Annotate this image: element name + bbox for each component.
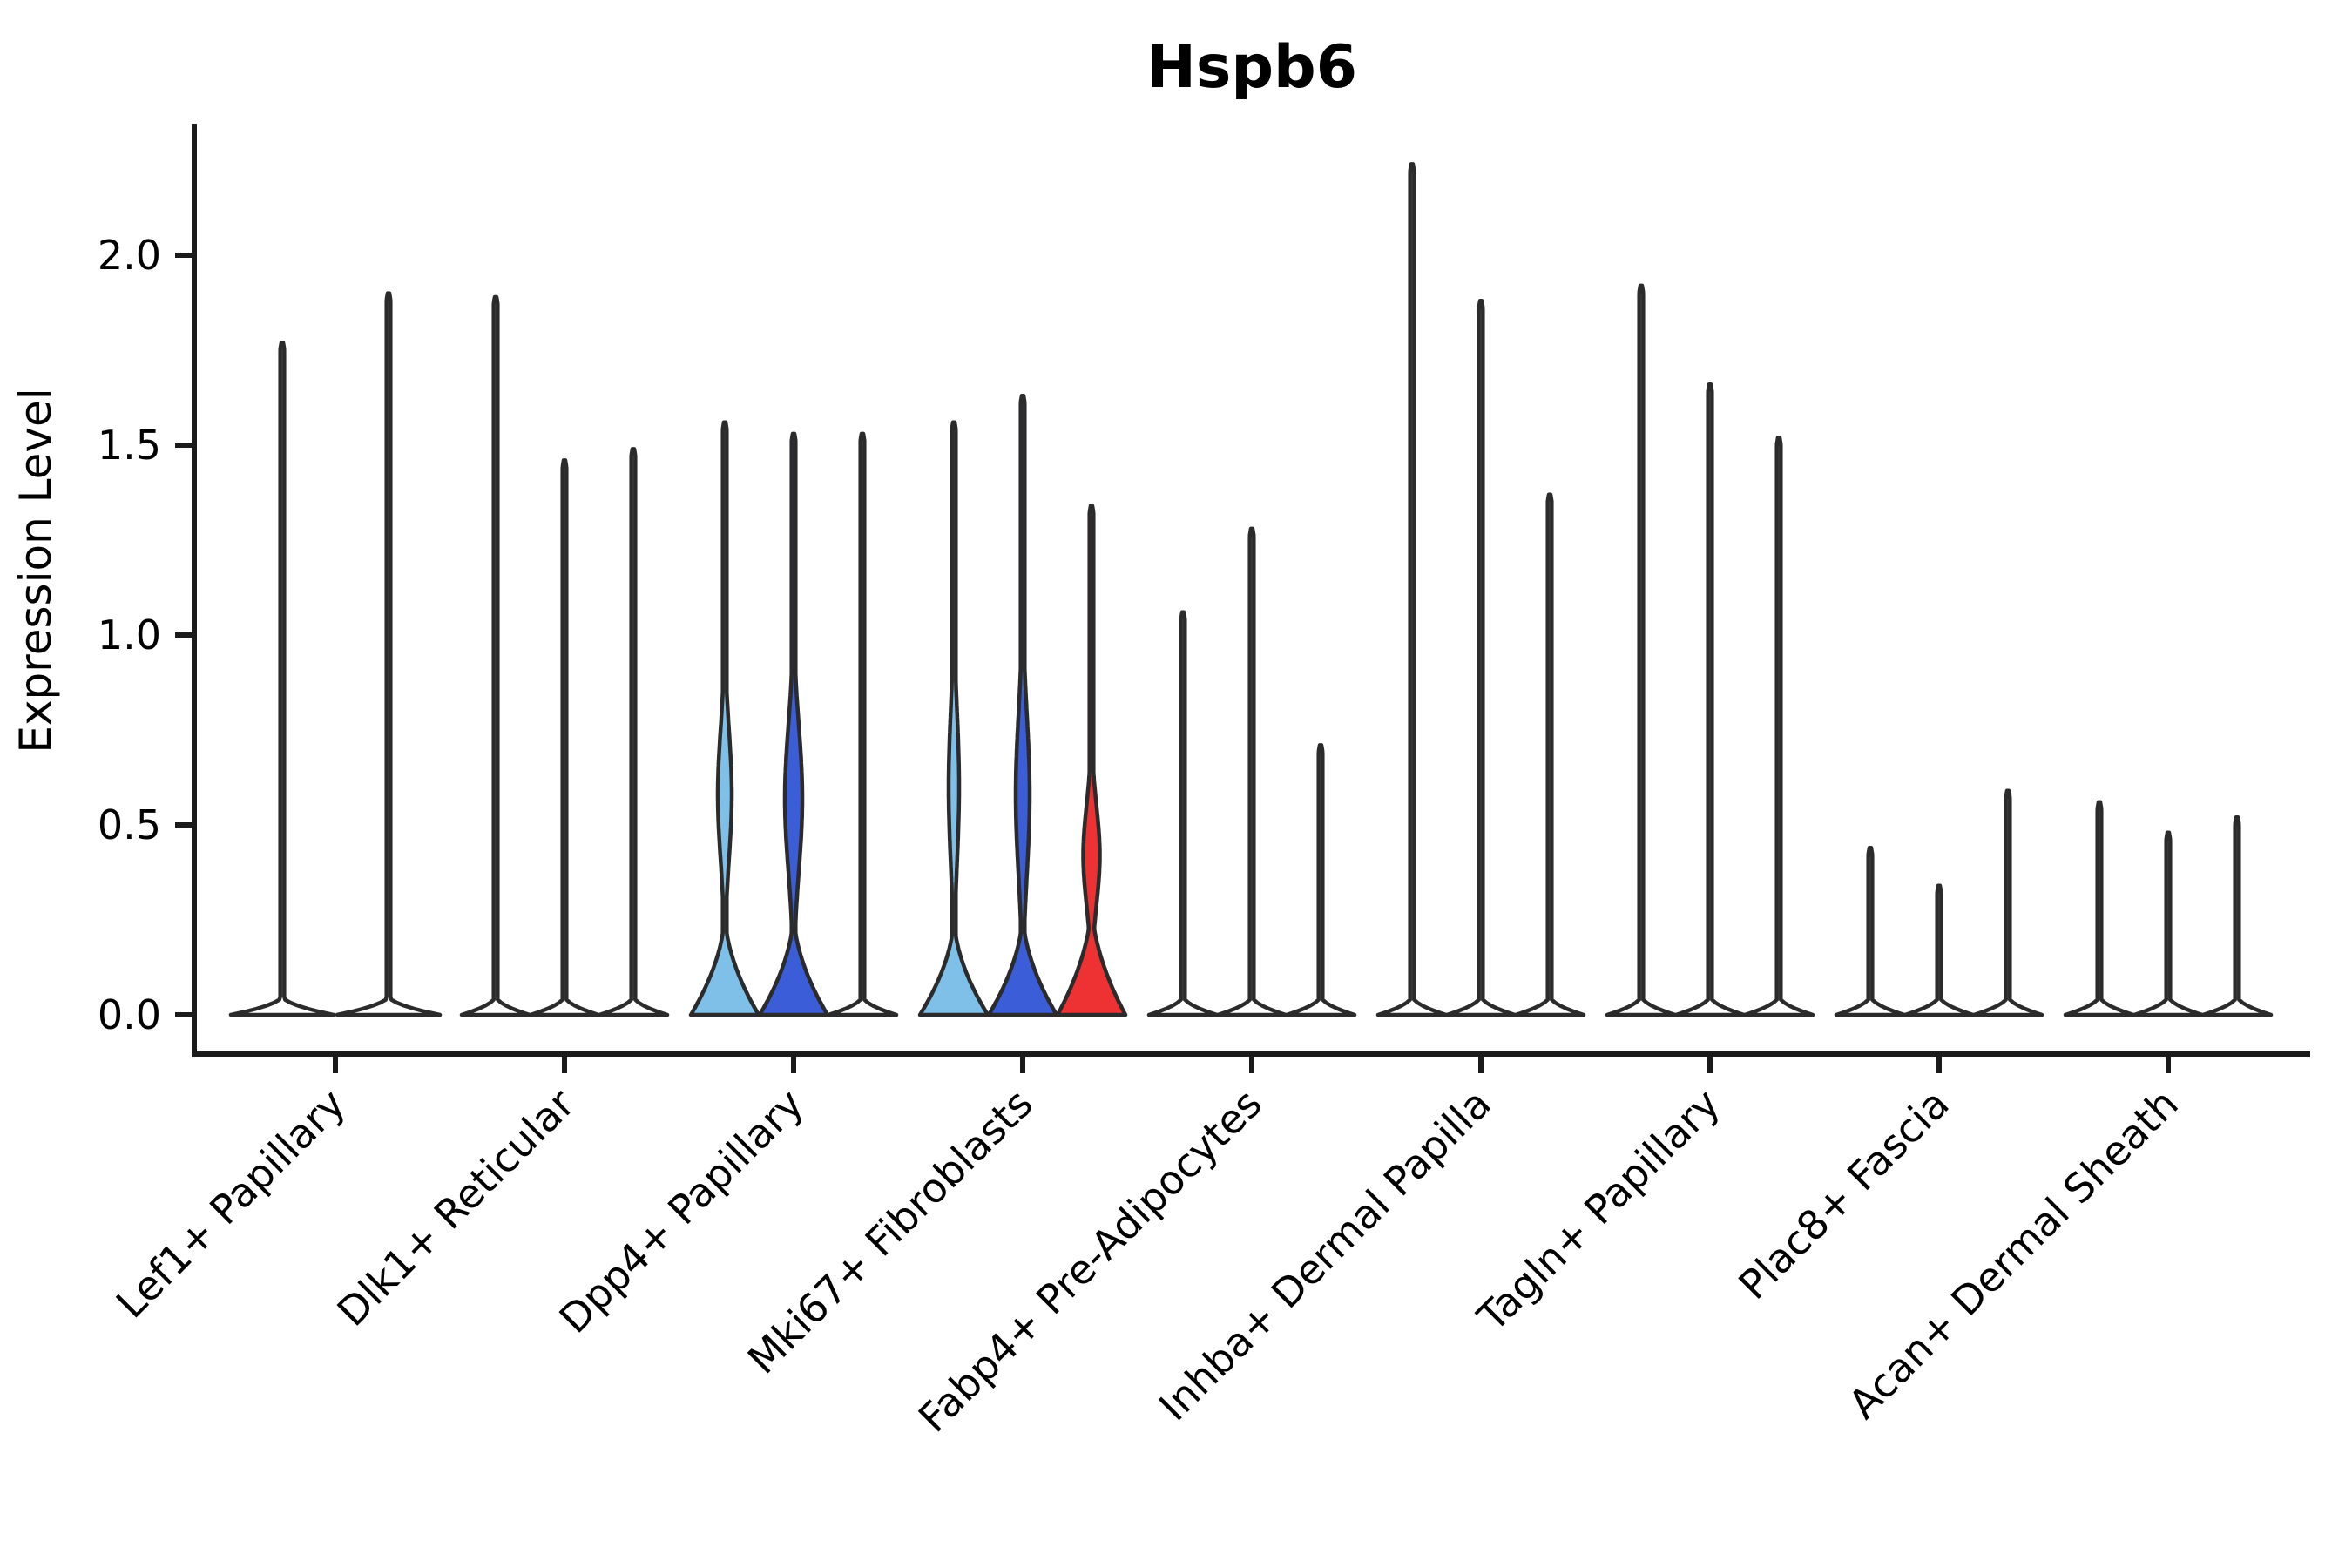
violin-lef1-papillary-2	[335, 291, 443, 1017]
violin-fabp4-pre-adipocytes-2	[1215, 526, 1288, 1017]
violin-mki67-fibroblasts-3	[1055, 504, 1128, 1017]
y-axis-label: Expression Level	[10, 388, 61, 753]
violin-mki67-fibroblasts-2	[986, 394, 1059, 1017]
violin-dpp4-papillary-2	[757, 431, 830, 1017]
x-tick-label: Plac8+ Fascia	[1729, 1080, 1957, 1308]
violin-dpp4-papillary-3	[826, 431, 899, 1017]
violin-tagln-papillary-3	[1742, 436, 1815, 1017]
violin-fabp4-pre-adipocytes-3	[1284, 743, 1357, 1017]
y-tick-label: 1.5	[98, 422, 161, 469]
violin-fabp4-pre-adipocytes-1	[1146, 610, 1220, 1017]
violin-tagln-papillary-1	[1605, 283, 1678, 1017]
violin-acan-dermal-sheath-1	[2063, 800, 2136, 1017]
violin-dlk1-reticular-3	[597, 447, 670, 1017]
violin-inhba-dermal-papilla-2	[1444, 299, 1517, 1017]
violin-inhba-dermal-papilla-3	[1513, 492, 1586, 1017]
violin-inhba-dermal-papilla-1	[1375, 162, 1449, 1017]
violin-plac8-fascia-3	[1971, 788, 2044, 1017]
y-tick-label: 1.0	[98, 612, 161, 659]
violin-mki67-fibroblasts-1	[917, 420, 990, 1017]
y-tick-label: 0.0	[98, 991, 161, 1038]
violin-dpp4-papillary-1	[688, 420, 761, 1017]
violin-acan-dermal-sheath-3	[2200, 815, 2274, 1017]
x-tick-label: Lef1+ Papillary	[107, 1080, 355, 1328]
y-tick-label: 2.0	[98, 232, 161, 279]
violin-tagln-papillary-2	[1673, 382, 1747, 1017]
violin-dlk1-reticular-1	[459, 294, 532, 1017]
x-tick-label: Tagln+ Papillary	[1468, 1080, 1729, 1342]
chart-title: Hspb6	[1146, 33, 1357, 102]
x-tick-label: Dpp4+ Papillary	[551, 1080, 813, 1342]
x-tick-label: Dlk1+ Reticular	[328, 1080, 584, 1335]
violin-plac8-fascia-2	[1903, 883, 1976, 1017]
violin-dlk1-reticular-2	[528, 458, 601, 1017]
violins-layer	[228, 162, 2274, 1017]
y-tick-label: 0.5	[98, 801, 161, 848]
violin-plac8-fascia-1	[1834, 845, 1907, 1017]
violin-lef1-papillary-1	[228, 341, 336, 1017]
violin-acan-dermal-sheath-2	[2132, 830, 2205, 1017]
